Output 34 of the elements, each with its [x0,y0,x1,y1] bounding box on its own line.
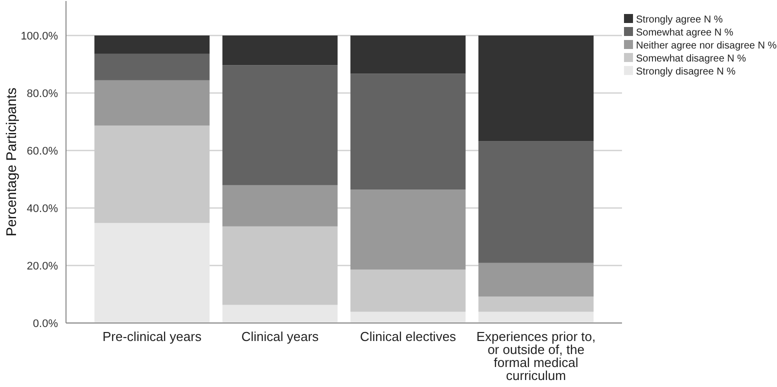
bar [350,270,466,312]
bar [350,74,466,190]
legend-label: Neither agree nor disagree N % [636,40,777,52]
bar [478,312,594,323]
legend-label: Strongly disagree N % [636,66,736,78]
x-tick-label: Clinical electives [360,329,457,344]
bar [94,222,210,323]
bar [478,36,594,142]
bar [478,296,594,312]
bar [222,65,338,186]
bar [94,36,210,54]
bar [94,80,210,126]
bar [478,141,594,263]
legend-label: Strongly agree N % [636,14,723,26]
bar [478,262,594,297]
y-tick-label: 0.0% [32,318,58,330]
y-tick-label: 20.0% [26,260,58,272]
bar [350,190,466,270]
bar [222,185,338,226]
bar [222,36,338,66]
bar [350,36,466,74]
y-tick-label: 80.0% [26,88,58,100]
bar [222,304,338,323]
x-tick-label: Pre-clinical years [102,329,202,344]
x-tick-label: Clinical years [241,329,320,344]
bar [94,54,210,80]
legend-label: Somewhat agree N % [636,28,734,38]
y-axis-title: Percentage Participants [3,88,19,236]
x-tick-label: Experiences prior to, or outside of, the formal medical curriculum [476,329,596,383]
y-tick-label: 60.0% [26,145,58,158]
y-tick-label: 100.0% [20,30,58,42]
legend-label: Somewhat disagree N % [636,54,746,64]
y-tick-label: 40.0% [26,202,58,215]
bar [350,312,466,323]
